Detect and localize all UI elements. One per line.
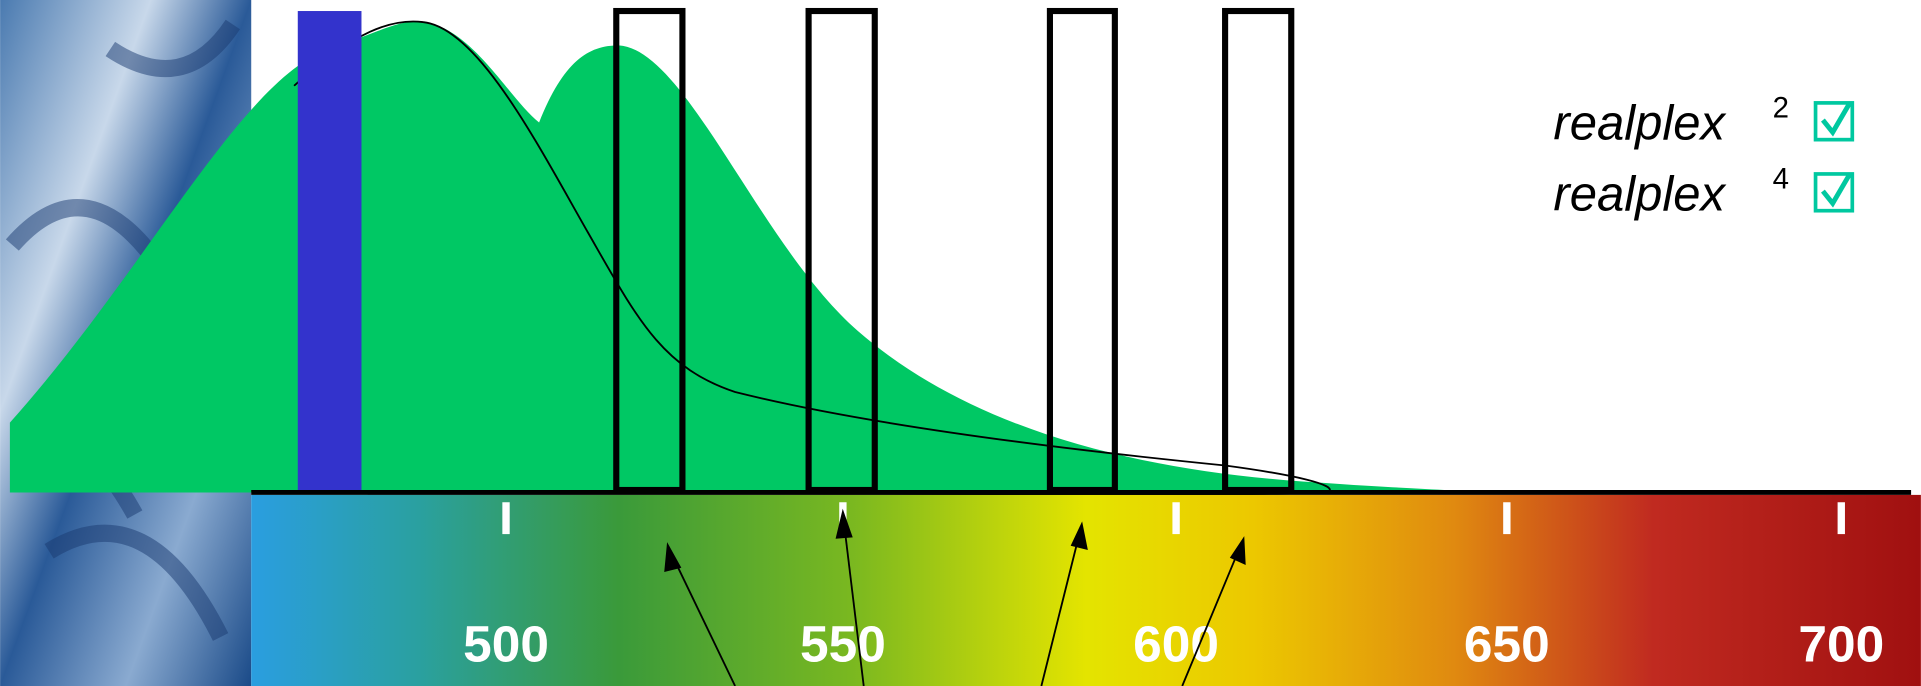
scale-label: 650: [1464, 615, 1550, 673]
scale-tick: [1172, 502, 1179, 534]
check-mark: [1823, 103, 1850, 132]
instrument-superscript: 2: [1773, 92, 1789, 125]
page: 500550600650700 realplex 2 realplex 4 ((…: [0, 0, 1921, 686]
check-mark: [1823, 174, 1850, 203]
instrument-name: realplex: [1553, 97, 1726, 151]
scale-tick: [1503, 502, 1510, 534]
scale-label: 600: [1133, 615, 1219, 673]
scale-tick: [502, 502, 509, 534]
filter-window: [1225, 11, 1291, 490]
instrument-name: realplex: [1553, 168, 1726, 222]
scale-label: 700: [1798, 615, 1884, 673]
scale-label: 500: [463, 615, 549, 673]
scale-label: 550: [800, 615, 886, 673]
scale-tick: [1838, 502, 1845, 534]
filter-window: [1050, 11, 1115, 490]
excitation-band: [298, 11, 362, 490]
legend: realplex 2 realplex 4: [1553, 92, 1852, 222]
diagram: 500 550 600 650 700 realplex 2 realplex 4: [0, 0, 1921, 686]
instrument-superscript: 4: [1773, 163, 1789, 196]
